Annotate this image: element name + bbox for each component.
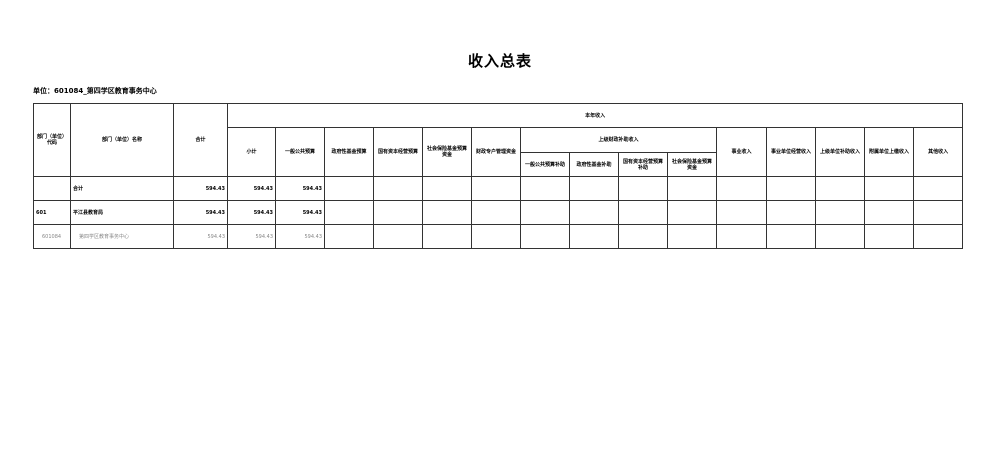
cell-empty [766, 224, 816, 249]
cell-empty [520, 176, 570, 201]
header-affiliated: 附属单位上缴收入 [864, 127, 914, 177]
cell-total: 594.43 [173, 224, 228, 249]
cell-empty [569, 200, 619, 225]
cell-empty [912, 200, 964, 225]
cell-total: 594.43 [173, 200, 228, 225]
cell-empty [864, 176, 914, 201]
cell-empty [716, 200, 767, 225]
header-social-insurance: 社会保险基金预算资金 [422, 127, 472, 177]
cell-empty [373, 224, 423, 249]
cell-general-budget: 594.43 [275, 224, 325, 249]
cell-subtotal: 594.43 [227, 224, 276, 249]
header-subtotal: 小计 [227, 127, 276, 177]
cell-empty [569, 176, 619, 201]
header-business: 事业收入 [716, 127, 767, 177]
table-row: 601 平江县教育局 594.43 594.43 594.43 [33, 200, 964, 225]
income-summary-table: 部门（单位）代码 部门（单位）名称 合计 本年收入 小计 一般公共预算 政府性基… [33, 103, 964, 249]
cell-empty [912, 224, 964, 249]
cell-empty [667, 176, 717, 201]
cell-empty [667, 200, 717, 225]
header-upper-social: 社会保险基金预算资金 [667, 152, 717, 177]
cell-general-budget: 594.43 [275, 200, 325, 225]
cell-empty [373, 176, 423, 201]
cell-empty [716, 224, 767, 249]
header-upper-subsidy: 上级财政补助收入 [520, 127, 717, 153]
cell-empty [815, 224, 865, 249]
header-code: 部门（单位）代码 [33, 103, 71, 177]
cell-empty [618, 224, 668, 249]
header-total: 合计 [173, 103, 228, 177]
header-current-year: 本年收入 [226, 103, 964, 128]
header-state-capital: 国有资本经营预算 [373, 127, 423, 177]
cell-empty [520, 224, 570, 249]
cell-name: 第四学区教育事务中心 [70, 224, 174, 249]
cell-empty [324, 176, 374, 201]
cell-subtotal: 594.43 [227, 176, 276, 201]
cell-empty [864, 200, 914, 225]
cell-empty [716, 176, 767, 201]
table-row: 601084 第四学区教育事务中心 594.43 594.43 594.43 [33, 224, 964, 249]
header-upper-unit: 上级单位补助收入 [815, 127, 865, 177]
cell-total: 594.43 [173, 176, 228, 201]
cell-empty [471, 176, 521, 201]
header-upper-general: 一般公共预算补助 [520, 152, 570, 177]
cell-empty [569, 224, 619, 249]
page-title: 收入总表 [467, 52, 532, 70]
cell-empty [766, 176, 816, 201]
header-other: 其他收入 [912, 127, 964, 177]
cell-empty [667, 224, 717, 249]
header-gov-fund: 政府性基金预算 [324, 127, 374, 177]
cell-empty [520, 200, 570, 225]
cell-subtotal: 594.43 [227, 200, 276, 225]
cell-code: 601 [33, 200, 71, 225]
header-upper-state-capital: 国有资本经营预算补助 [618, 152, 668, 177]
cell-empty [618, 176, 668, 201]
cell-name: 平江县教育局 [70, 200, 174, 225]
cell-empty [618, 200, 668, 225]
header-general-budget: 一般公共预算 [275, 127, 325, 177]
unit-label: 单位：601084_第四学区教育事务中心 [33, 87, 157, 95]
cell-empty [912, 176, 964, 201]
cell-empty [422, 224, 472, 249]
cell-empty [815, 200, 865, 225]
header-fiscal-account: 财政专户管理资金 [471, 127, 521, 177]
cell-empty [324, 200, 374, 225]
cell-empty [766, 200, 816, 225]
header-upper-gov-fund: 政府性基金补助 [569, 152, 619, 177]
header-business-operating: 事业单位经营收入 [766, 127, 816, 177]
cell-empty [864, 224, 914, 249]
cell-empty [471, 224, 521, 249]
cell-code [33, 176, 71, 201]
header-name: 部门（单位）名称 [70, 103, 174, 177]
cell-empty [373, 200, 423, 225]
cell-empty [471, 200, 521, 225]
cell-general-budget: 594.43 [275, 176, 325, 201]
cell-empty [422, 176, 472, 201]
cell-empty [422, 200, 472, 225]
cell-name: 合计 [70, 176, 174, 201]
cell-empty [815, 176, 865, 201]
cell-empty [324, 224, 374, 249]
cell-code: 601084 [33, 224, 71, 249]
table-row: 合计 594.43 594.43 594.43 [33, 176, 964, 201]
